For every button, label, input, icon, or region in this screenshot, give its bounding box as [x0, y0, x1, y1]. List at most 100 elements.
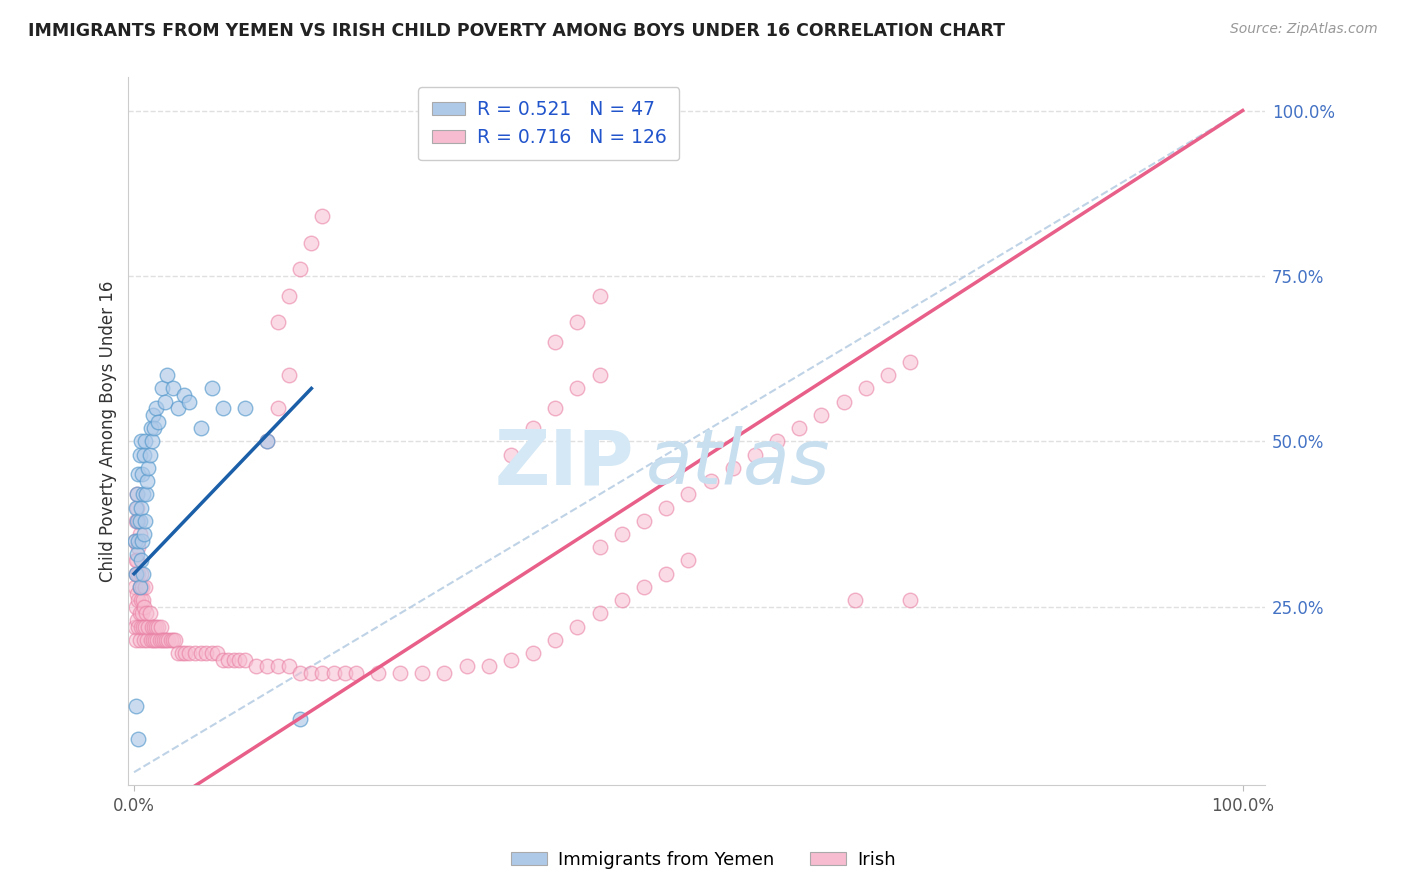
Point: [322, 665, 344, 680]
Point: [132, 632, 155, 647]
Point: [134, 580, 156, 594]
Point: [141, 620, 163, 634]
Point: [127, 467, 149, 482]
Point: [128, 580, 150, 594]
Point: [456, 659, 478, 673]
Point: [522, 646, 544, 660]
Point: [544, 335, 567, 350]
Point: [588, 289, 610, 303]
Point: [134, 434, 156, 449]
Legend: R = 0.521   N = 47, R = 0.716   N = 126: R = 0.521 N = 47, R = 0.716 N = 126: [419, 87, 679, 161]
Point: [433, 665, 456, 680]
Point: [132, 527, 155, 541]
Point: [633, 514, 655, 528]
Point: [233, 401, 256, 416]
Point: [127, 487, 149, 501]
Point: [290, 712, 312, 726]
Point: [411, 665, 433, 680]
Point: [610, 593, 633, 607]
Point: [633, 580, 655, 594]
Point: [129, 500, 152, 515]
Point: [138, 448, 160, 462]
Point: [127, 620, 149, 634]
Point: [127, 514, 149, 528]
Point: [678, 487, 700, 501]
Point: [290, 665, 312, 680]
Point: [139, 421, 162, 435]
Point: [136, 474, 159, 488]
Point: [150, 381, 173, 395]
Point: [142, 408, 165, 422]
Point: [267, 315, 290, 329]
Point: [190, 421, 212, 435]
Point: [145, 620, 167, 634]
Point: [155, 632, 177, 647]
Point: [143, 632, 166, 647]
Point: [898, 355, 921, 369]
Point: [787, 421, 810, 435]
Point: [148, 415, 170, 429]
Point: [124, 580, 146, 594]
Point: [567, 620, 589, 634]
Point: [139, 632, 162, 647]
Point: [134, 620, 156, 634]
Text: atlas: atlas: [645, 426, 830, 500]
Legend: Immigrants from Yemen, Irish: Immigrants from Yemen, Irish: [503, 844, 903, 876]
Point: [278, 368, 301, 383]
Point: [876, 368, 898, 383]
Point: [170, 646, 193, 660]
Point: [245, 659, 267, 673]
Point: [832, 394, 855, 409]
Point: [162, 632, 184, 647]
Point: [132, 620, 155, 634]
Point: [127, 487, 149, 501]
Point: [132, 599, 155, 614]
Point: [333, 665, 356, 680]
Point: [148, 620, 170, 634]
Point: [367, 665, 389, 680]
Point: [149, 620, 172, 634]
Point: [129, 566, 152, 581]
Point: [499, 653, 522, 667]
Point: [256, 434, 278, 449]
Point: [610, 527, 633, 541]
Point: [124, 533, 146, 548]
Point: [299, 235, 322, 250]
Point: [567, 315, 589, 329]
Point: [588, 540, 610, 554]
Point: [127, 540, 149, 554]
Point: [290, 262, 312, 277]
Point: [898, 593, 921, 607]
Point: [128, 448, 150, 462]
Text: IMMIGRANTS FROM YEMEN VS IRISH CHILD POVERTY AMONG BOYS UNDER 16 CORRELATION CHA: IMMIGRANTS FROM YEMEN VS IRISH CHILD POV…: [28, 22, 1005, 40]
Point: [267, 401, 290, 416]
Point: [174, 646, 197, 660]
Point: [299, 665, 322, 680]
Point: [233, 653, 256, 667]
Point: [721, 460, 744, 475]
Point: [179, 394, 201, 409]
Point: [256, 434, 278, 449]
Point: [127, 533, 149, 548]
Point: [131, 533, 153, 548]
Point: [344, 665, 367, 680]
Point: [217, 653, 239, 667]
Point: [205, 646, 228, 660]
Point: [588, 368, 610, 383]
Point: [184, 646, 207, 660]
Point: [131, 467, 153, 482]
Point: [125, 514, 148, 528]
Point: [145, 401, 167, 416]
Point: [125, 599, 148, 614]
Point: [143, 620, 166, 634]
Point: [389, 665, 412, 680]
Point: [159, 632, 181, 647]
Point: [163, 632, 186, 647]
Point: [855, 381, 877, 395]
Point: [150, 632, 173, 647]
Point: [173, 388, 195, 402]
Point: [142, 632, 165, 647]
Point: [131, 607, 153, 621]
Point: [138, 460, 160, 475]
Point: [655, 500, 678, 515]
